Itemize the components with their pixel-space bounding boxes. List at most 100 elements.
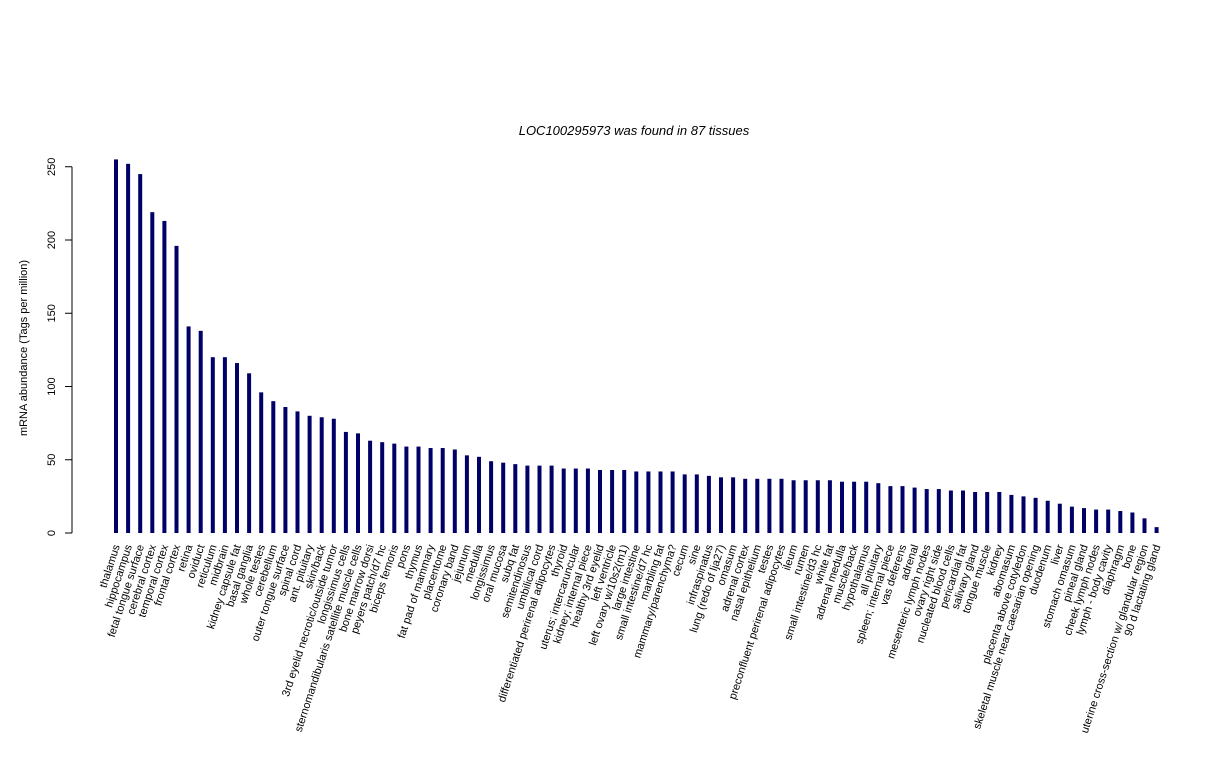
bar (331, 418, 336, 533)
bar (198, 330, 203, 533)
y-axis-label: mRNA abundance (Tags per million) (18, 260, 30, 436)
bar (380, 442, 385, 533)
bar (428, 448, 433, 533)
bar (1142, 518, 1147, 533)
bar (1130, 512, 1135, 533)
y-tick-label: 0 (46, 530, 58, 536)
bar (368, 440, 373, 533)
bar (1118, 511, 1123, 533)
bar (295, 411, 300, 533)
bar (876, 483, 881, 533)
bar (973, 491, 978, 533)
bar (1045, 500, 1050, 533)
bar (416, 446, 421, 533)
bar (247, 373, 252, 533)
bar (525, 465, 530, 533)
bar (961, 490, 965, 533)
bar (731, 477, 736, 533)
bar (888, 486, 893, 533)
bar (489, 461, 494, 533)
bar (743, 478, 748, 533)
bar (948, 490, 953, 533)
bar (755, 478, 760, 533)
y-tick-label: 100 (46, 377, 58, 395)
bar (840, 481, 844, 533)
bar (936, 489, 941, 533)
bar (162, 220, 167, 533)
y-tick-label: 50 (46, 454, 58, 466)
bar (573, 468, 578, 533)
bar (598, 470, 602, 533)
bar (222, 357, 227, 533)
bar (235, 363, 239, 533)
bar (900, 486, 905, 533)
bar (791, 480, 796, 533)
bar (1069, 506, 1074, 533)
y-tick-label: 200 (46, 231, 58, 249)
bar (719, 477, 723, 533)
bar (210, 357, 215, 533)
bar (501, 462, 506, 533)
bar (343, 431, 348, 533)
bar (912, 487, 917, 533)
bar (924, 489, 929, 533)
bar (186, 326, 191, 533)
bar (549, 465, 554, 533)
bar (815, 480, 820, 533)
bar (1033, 497, 1038, 533)
bar (513, 464, 518, 533)
bar (1094, 509, 1099, 533)
bar (1154, 527, 1159, 533)
bar (404, 446, 409, 533)
bar (319, 417, 324, 533)
bar (985, 491, 990, 533)
bar (150, 212, 155, 534)
bar (283, 407, 288, 533)
y-tick-label: 250 (46, 158, 58, 176)
bar (1057, 503, 1062, 533)
bar (392, 443, 397, 533)
bar (852, 481, 857, 533)
bar (440, 448, 445, 533)
bar (1021, 496, 1026, 533)
bars (114, 159, 1159, 534)
bar (706, 475, 711, 533)
bar (464, 455, 469, 533)
bar (658, 471, 663, 533)
bar (682, 474, 687, 533)
bar (477, 456, 481, 533)
bar (997, 491, 1002, 533)
bar (670, 471, 675, 533)
bar (827, 480, 832, 533)
bar (356, 433, 360, 533)
chart-title: LOC100295973 was found in 87 tissues (519, 123, 750, 138)
bar (259, 392, 264, 533)
bar (271, 401, 276, 533)
bar (307, 415, 312, 533)
bar (622, 470, 627, 533)
bar (452, 449, 457, 533)
bar (174, 245, 179, 534)
bar (610, 470, 615, 533)
bar (803, 480, 808, 533)
bar (537, 465, 542, 533)
bar (646, 471, 651, 533)
bar (1009, 494, 1014, 533)
y-axis: 0 50 100 150 200 250 (46, 158, 73, 536)
bar (694, 474, 699, 533)
bar (1106, 509, 1111, 533)
bar (864, 481, 869, 533)
bar (779, 478, 784, 533)
bar (138, 174, 143, 533)
x-tick-label: sine (686, 543, 704, 566)
bar (767, 478, 772, 533)
bar (114, 159, 118, 534)
bar (1082, 508, 1086, 533)
bar (561, 468, 566, 533)
bar (634, 471, 639, 533)
bar (126, 163, 131, 533)
y-tick-label: 150 (46, 304, 58, 322)
bar (585, 468, 590, 533)
